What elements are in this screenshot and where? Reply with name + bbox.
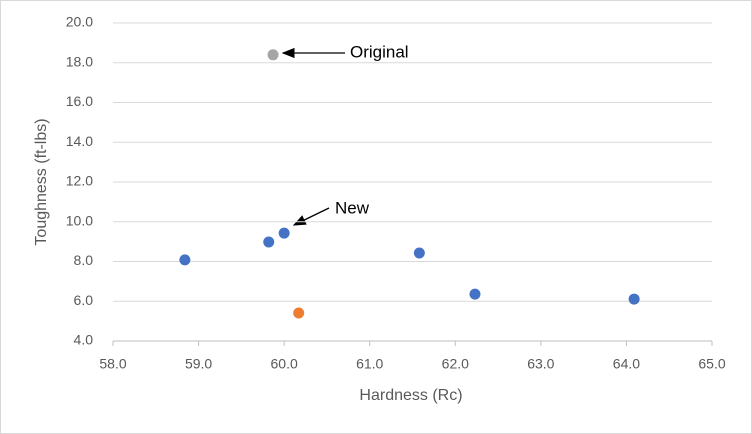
x-tick-label: 64.0	[613, 356, 640, 372]
y-tick-label: 18.0	[66, 53, 93, 69]
point	[179, 254, 191, 266]
y-axis-title: Toughness (ft-lbs)	[33, 118, 50, 245]
point	[267, 49, 279, 61]
x-tick-label: 63.0	[527, 356, 554, 372]
point	[263, 236, 275, 248]
y-tick-label: 8.0	[74, 252, 94, 268]
x-tick-label: 61.0	[356, 356, 383, 372]
y-tick-label: 20.0	[66, 14, 93, 30]
x-tick-label: 59.0	[185, 356, 212, 372]
point	[413, 247, 425, 259]
x-tick-label: 62.0	[442, 356, 469, 372]
x-tick-label: 60.0	[271, 356, 298, 372]
annotation: Original	[350, 42, 409, 61]
annotation: New	[335, 198, 370, 217]
point	[278, 227, 290, 239]
y-tick-label: 10.0	[66, 212, 93, 228]
y-tick-label: 6.0	[74, 292, 94, 308]
point	[293, 307, 305, 319]
y-tick-label: 16.0	[66, 93, 93, 109]
y-tick-label: 14.0	[66, 133, 93, 149]
point	[469, 288, 481, 300]
x-tick-label: 65.0	[698, 356, 725, 372]
x-axis-title: Hardness (Rc)	[359, 387, 462, 404]
point	[628, 293, 640, 305]
y-tick-label: 12.0	[66, 173, 93, 189]
x-tick-label: 58.0	[99, 356, 126, 372]
y-tick-label: 4.0	[74, 332, 94, 348]
